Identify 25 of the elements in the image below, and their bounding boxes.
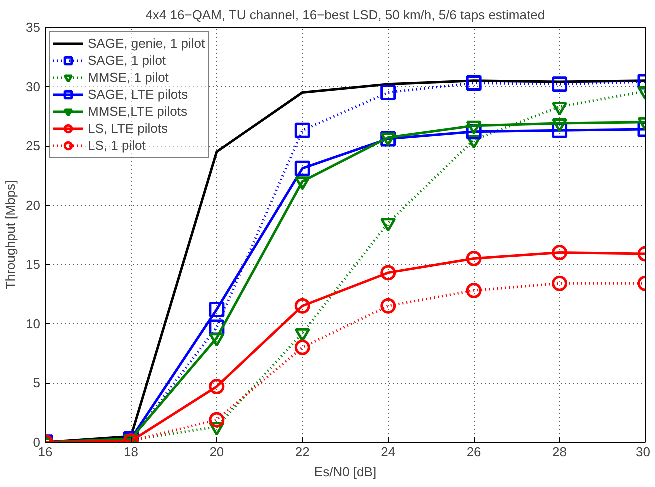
- x-tick-label: 30: [636, 444, 651, 460]
- legend-label: MMSE,LTE pilots: [88, 103, 188, 120]
- y-tick-label: 35: [26, 20, 41, 35]
- x-tick-label: 20: [210, 444, 224, 460]
- legend-label: LS, LTE pilots: [88, 120, 168, 137]
- legend-label: SAGE, LTE pilots: [88, 86, 188, 103]
- y-tick-label: 20: [26, 198, 41, 213]
- y-tick-label: 5: [33, 376, 41, 391]
- y-tick-label: 15: [26, 257, 41, 272]
- x-tick-label: 18: [124, 444, 138, 460]
- legend-label: MMSE, 1 pilot: [88, 69, 169, 86]
- legend-label: LS, 1 pilot: [88, 137, 146, 154]
- x-tick-label: 24: [381, 444, 396, 460]
- chart-title: 4x4 16−QAM, TU channel, 16−best LSD, 50 km/h, 5/6 taps estimated: [146, 8, 546, 22]
- y-tick-label: 30: [26, 79, 41, 94]
- y-tick-label: 0: [33, 435, 41, 450]
- x-axis-title: Es/N0 [dB]: [314, 464, 377, 480]
- x-tick-label: 26: [466, 444, 482, 460]
- y-tick-label: 25: [26, 138, 41, 154]
- y-tick-label: 10: [26, 316, 41, 332]
- x-tick-label: 28: [552, 444, 568, 460]
- y-axis-title: Throughput [Mbps]: [3, 180, 18, 290]
- x-tick-label: 22: [295, 444, 310, 460]
- legend-label: SAGE, 1 pilot: [88, 52, 166, 69]
- legend-label: SAGE, genie, 1 pilot: [88, 35, 206, 52]
